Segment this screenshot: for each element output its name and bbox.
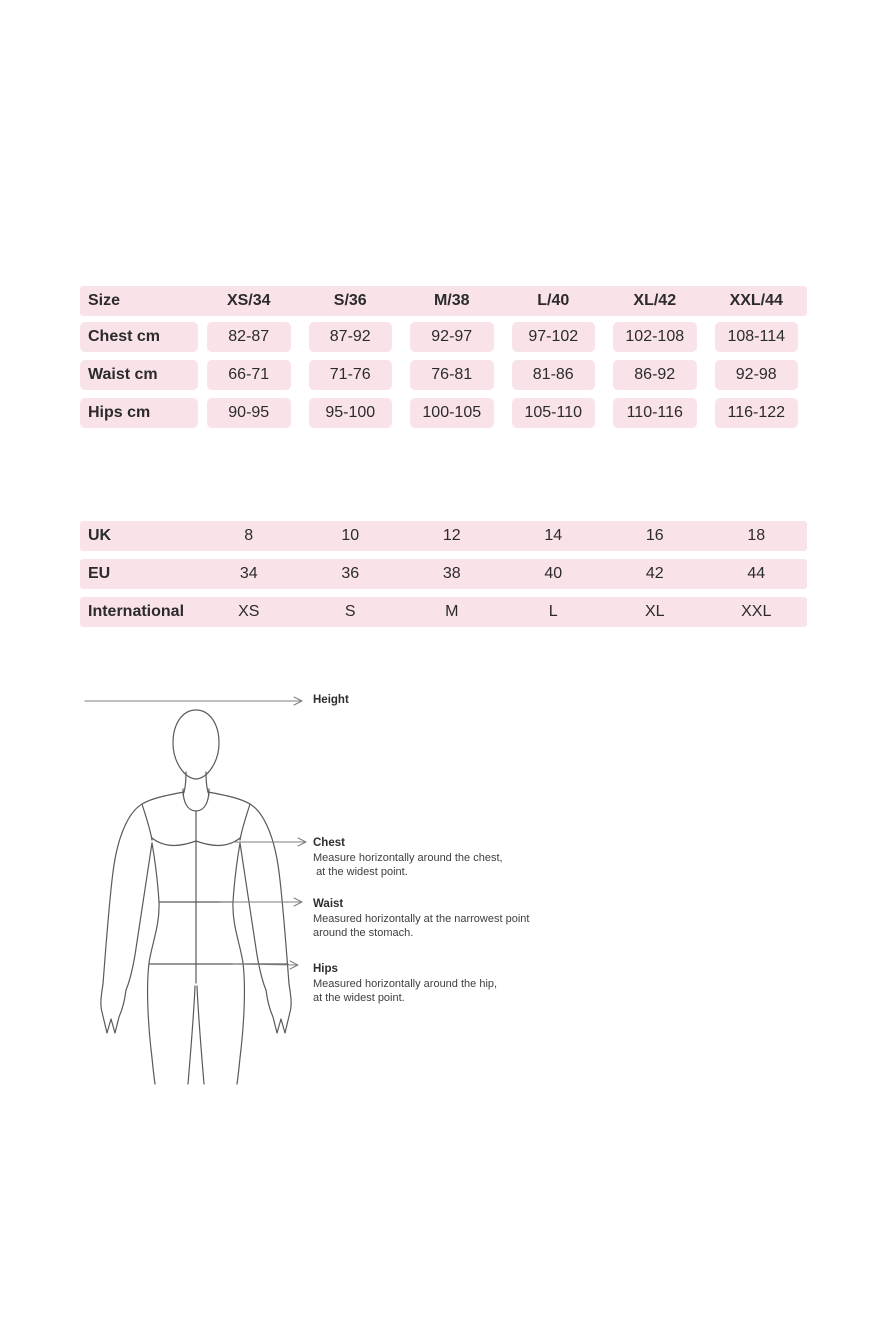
table-cell: 8	[244, 527, 254, 544]
table-row-uk: UK 8 10 12 14 16 18	[80, 521, 807, 551]
waist-description-line: around the stomach.	[313, 926, 414, 939]
hips-arrow-icon	[232, 960, 299, 970]
table-row-eu: EU 34 36 38 40 42 44	[80, 559, 807, 589]
table-cell: 18	[747, 527, 766, 544]
table-cell: 81-86	[511, 360, 595, 390]
waist-label: Waist	[313, 898, 344, 910]
body-outline	[100, 709, 292, 1085]
row-label: International	[88, 603, 185, 620]
table-cell: XXL	[741, 603, 772, 620]
waist-annotation: Waist Measured horizontally at the narro…	[313, 898, 529, 940]
table-cell: 71-76	[308, 360, 392, 390]
table-cell: M	[445, 603, 459, 620]
table-cell: 86-92	[613, 360, 697, 390]
size-conversion-table: UK 8 10 12 14 16 18 EU 34 36 38 40 42 44…	[80, 521, 807, 627]
size-column-header: XXL/44	[729, 292, 783, 309]
table-cell: 105-110	[511, 398, 595, 428]
waist-description-line: Measured horizontally at the narrowest p…	[313, 913, 530, 925]
table-cell: 36	[341, 565, 360, 582]
table-row-chest: Chest cm 82-87 87-92 92-97 97-102 102-10…	[80, 322, 807, 352]
chest-annotation: Chest Measure horizontally around the ch…	[313, 837, 503, 879]
hips-description-line: Measured horizontally around the hip,	[313, 978, 498, 990]
size-column-header: XS/34	[226, 292, 271, 309]
table-cell: 92-98	[714, 360, 798, 390]
table-row-hips: Hips cm 90-95 95-100 100-105 105-110 110…	[80, 398, 807, 428]
height-label: Height	[313, 694, 349, 706]
table-cell: 38	[442, 565, 461, 582]
row-label: EU	[88, 565, 111, 582]
table-cell: 10	[341, 527, 360, 544]
table-cell: 110-116	[613, 398, 697, 428]
height-annotation: Height	[313, 694, 349, 709]
hips-description-line: at the widest point.	[313, 991, 405, 1004]
table-cell: 90-95	[207, 398, 291, 428]
table-cell: 82-87	[207, 322, 291, 352]
chest-arrow-icon	[232, 837, 307, 847]
table-cell: 100-105	[410, 398, 494, 428]
table-cell: 97-102	[511, 322, 595, 352]
table-cell: 95-100	[308, 398, 392, 428]
table-row-waist: Waist cm 66-71 71-76 76-81 81-86 86-92 9…	[80, 360, 807, 390]
table-cell: 12	[442, 527, 461, 544]
table-cell: 92-97	[410, 322, 494, 352]
size-column-header: M/38	[433, 292, 470, 309]
hips-annotation: Hips Measured horizontally around the hi…	[313, 963, 497, 1005]
table-cell: 102-108	[613, 322, 697, 352]
size-column-header: XL/42	[633, 292, 677, 309]
row-label: UK	[88, 527, 112, 544]
size-header-label: Size	[88, 292, 121, 309]
chest-description-line: Measure horizontally around the chest,	[313, 852, 503, 864]
size-header-row: Size XS/34 S/36 M/38 L/40 XL/42 XXL/44	[80, 286, 807, 316]
table-cell: 34	[239, 565, 258, 582]
table-row-international: International XS S M L XL XXL	[80, 597, 807, 627]
row-label: Waist cm	[80, 360, 198, 390]
height-arrow-icon	[84, 696, 303, 706]
chest-description-line: at the widest point.	[313, 865, 408, 878]
table-cell: 44	[747, 565, 766, 582]
body-outline-figure	[84, 696, 307, 1085]
table-cell: 66-71	[207, 360, 291, 390]
table-cell: S	[344, 603, 356, 620]
size-column-header: S/36	[333, 292, 367, 309]
table-cell: 14	[544, 527, 563, 544]
table-cell: 42	[645, 565, 664, 582]
table-cell: XL	[644, 603, 665, 620]
table-cell: 87-92	[308, 322, 392, 352]
table-cell: 76-81	[410, 360, 494, 390]
row-label: Hips cm	[80, 398, 198, 428]
row-label: Chest cm	[80, 322, 198, 352]
table-cell: 116-122	[714, 398, 798, 428]
waist-arrow-icon	[219, 897, 303, 907]
table-cell: 16	[645, 527, 664, 544]
table-cell: 40	[544, 565, 563, 582]
table-cell: L	[548, 603, 558, 620]
measurements-table: Size XS/34 S/36 M/38 L/40 XL/42 XXL/44 C…	[80, 286, 807, 428]
chest-label: Chest	[313, 837, 345, 849]
size-column-header: L/40	[537, 292, 570, 309]
hips-label: Hips	[313, 963, 338, 975]
table-cell: 108-114	[714, 322, 798, 352]
table-cell: XS	[238, 603, 260, 620]
